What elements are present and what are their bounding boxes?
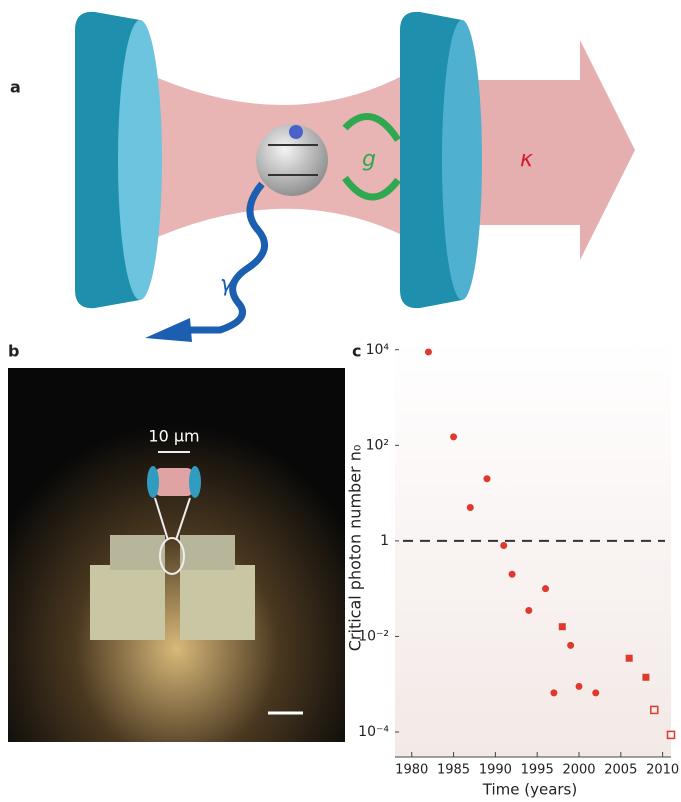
x-axis-title: Time (years) [482,781,577,799]
y-tick-label: 10⁴ [366,342,390,358]
output-arrow [470,40,635,260]
panel-a: a g κ γ [10,12,635,342]
emission-head [145,318,192,342]
point [592,689,599,696]
plot-background [395,340,671,757]
x-tick-label: 2000 [562,763,595,778]
label-gamma: γ [220,272,234,297]
point [642,674,649,681]
label-g: g [362,147,376,172]
point [559,623,566,630]
point [576,683,583,690]
point [542,585,549,592]
mirror-block [180,565,255,640]
point [550,689,557,696]
y-tick-label: 10² [366,437,389,453]
scale-label: 10 μm [148,427,199,446]
mirror-block [90,565,165,640]
x-tick-label: 1990 [479,763,512,778]
mirror-block [110,535,165,570]
point [567,642,574,649]
point [450,433,457,440]
point [467,504,474,511]
panel-label: b [8,342,19,361]
x-tick-label: 1985 [437,763,470,778]
point [425,348,432,355]
point [525,607,532,614]
y-tick-label: 10⁻⁴ [358,724,389,740]
y-tick-label: 1 [380,533,389,549]
electron [289,125,303,139]
x-tick-label: 2010 [646,763,679,778]
panel-b: b 10 μm [8,342,345,743]
x-tick-label: 2005 [604,763,637,778]
panel-c: c Time (years) Critical photon number n₀… [346,340,680,799]
cavity-icon [189,466,201,498]
figure: a g κ γ b 10 μm c Time (years) Critical … [0,0,681,802]
photo [8,368,345,742]
panel-label: a [10,78,21,97]
mirror-block [180,535,235,570]
point [626,655,633,662]
y-axis-title: Critical photon number n₀ [346,445,365,652]
right-mirror-face [442,20,482,300]
x-tick-label: 1980 [395,763,428,778]
left-mirror-face [118,20,162,300]
point [500,542,507,549]
point [484,475,491,482]
panel-label: c [352,342,361,361]
cavity-icon [155,468,193,496]
cavity-icon [147,466,159,498]
point [509,571,516,578]
y-tick-label: 10⁻² [358,628,389,644]
label-kappa: κ [520,147,533,172]
x-tick-label: 1995 [521,763,554,778]
